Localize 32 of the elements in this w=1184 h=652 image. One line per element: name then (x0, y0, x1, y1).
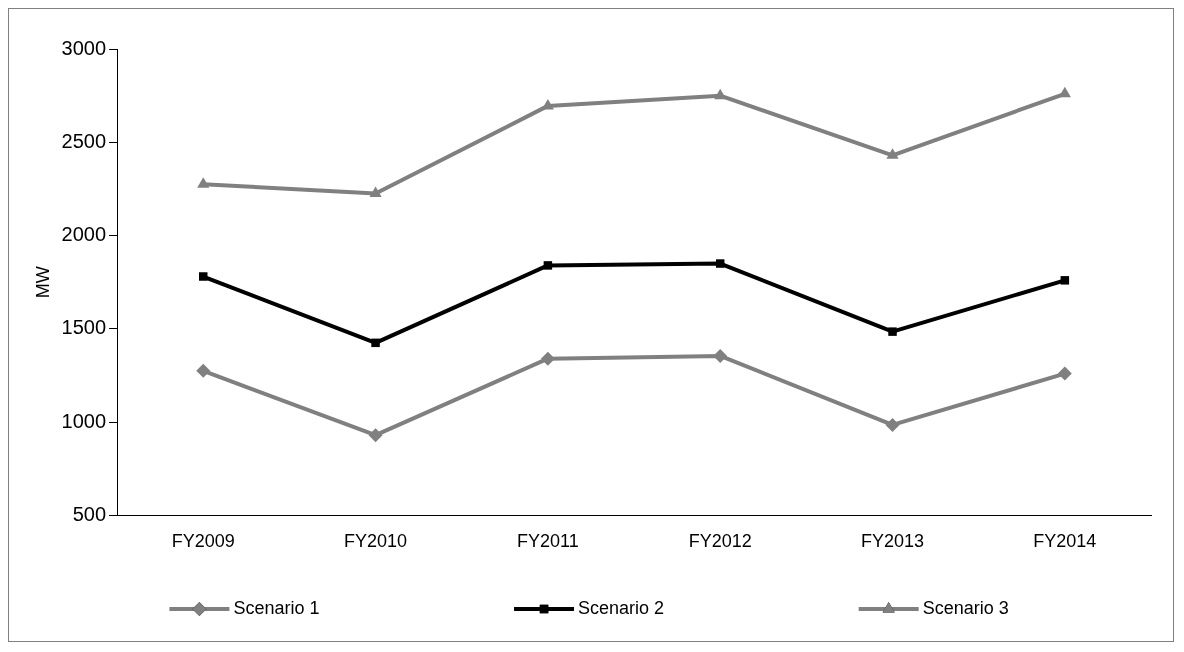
point (885, 417, 900, 432)
y-tick-label: 500 (72, 502, 107, 525)
point (1060, 276, 1070, 285)
point (886, 148, 899, 159)
x-tick-label: FY2013 (861, 531, 925, 552)
x-tick-label: FY2011 (517, 531, 579, 552)
point (543, 261, 553, 270)
point (368, 428, 383, 443)
y-tick-label: 1500 (61, 316, 107, 339)
point (197, 177, 210, 188)
y-tick-label: 1000 (61, 409, 107, 432)
point (199, 272, 208, 281)
x-tick-label: FY2014 (1033, 531, 1097, 552)
legend-label: Scenario 3 (922, 597, 1009, 618)
point (1057, 366, 1072, 381)
legend-label: Scenario 2 (578, 597, 665, 618)
y-tick-label: 2500 (61, 129, 107, 152)
y-axis-title: MW (32, 266, 53, 299)
point (888, 327, 897, 336)
point (714, 88, 727, 100)
x-tick-label: FY2012 (688, 531, 752, 552)
legend-label: Scenario 1 (233, 597, 320, 618)
point (369, 186, 382, 198)
point (196, 363, 211, 378)
x-tick-label: FY2010 (344, 531, 408, 552)
point (715, 259, 725, 268)
point (713, 348, 728, 363)
y-tick-label: 3000 (61, 36, 107, 59)
x-tick-label: FY2009 (171, 531, 235, 552)
point (540, 351, 555, 366)
point (371, 338, 380, 348)
y-tick-label: 2000 (61, 223, 107, 246)
